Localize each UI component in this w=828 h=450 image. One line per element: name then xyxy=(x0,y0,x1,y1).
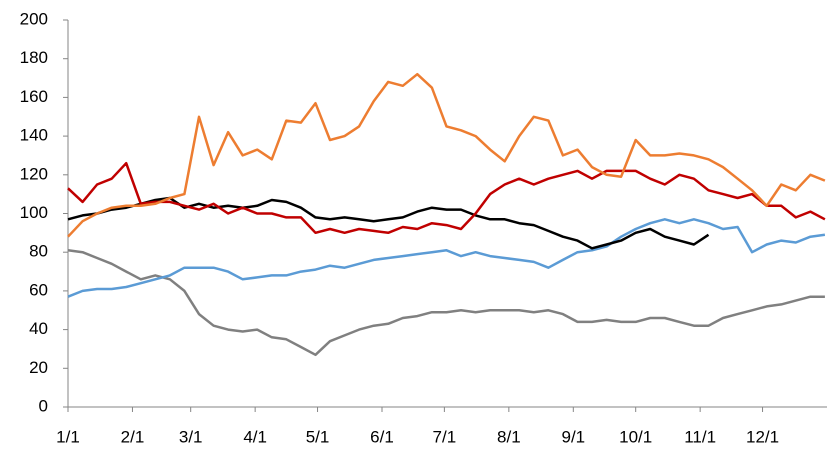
x-tick-label: 6/1 xyxy=(370,427,394,446)
series-line xyxy=(67,249,825,357)
y-tick-label: 160 xyxy=(20,87,48,106)
x-tick-label: 2/1 xyxy=(121,427,145,446)
y-tick-label: 200 xyxy=(20,9,48,28)
x-tick-label: 9/1 xyxy=(561,427,585,446)
y-tick-label: 60 xyxy=(29,280,48,299)
y-tick-label: 0 xyxy=(39,396,48,415)
x-tick-label: 7/1 xyxy=(433,427,457,446)
y-tick-label: 180 xyxy=(20,48,48,67)
x-tick-label: 5/1 xyxy=(306,427,330,446)
x-tick-label: 11/1 xyxy=(684,427,716,446)
y-tick-label: 100 xyxy=(20,203,48,222)
x-tick-label: 12/1 xyxy=(746,427,779,446)
x-tick-label: 10/1 xyxy=(619,427,652,446)
x-tick-label: 8/1 xyxy=(497,427,521,446)
series-line xyxy=(67,196,710,250)
x-tick-label: 4/1 xyxy=(243,427,267,446)
series-line xyxy=(67,161,826,235)
x-tick-label: 1/1 xyxy=(56,427,80,446)
series-line xyxy=(67,218,826,298)
y-tick-label: 20 xyxy=(29,358,48,377)
series-line xyxy=(67,72,826,238)
x-tick-label: 3/1 xyxy=(179,427,203,446)
y-tick-label: 40 xyxy=(29,319,48,338)
y-tick-label: 80 xyxy=(29,242,48,261)
y-tick-label: 140 xyxy=(20,126,48,145)
y-tick-label: 120 xyxy=(20,164,48,183)
